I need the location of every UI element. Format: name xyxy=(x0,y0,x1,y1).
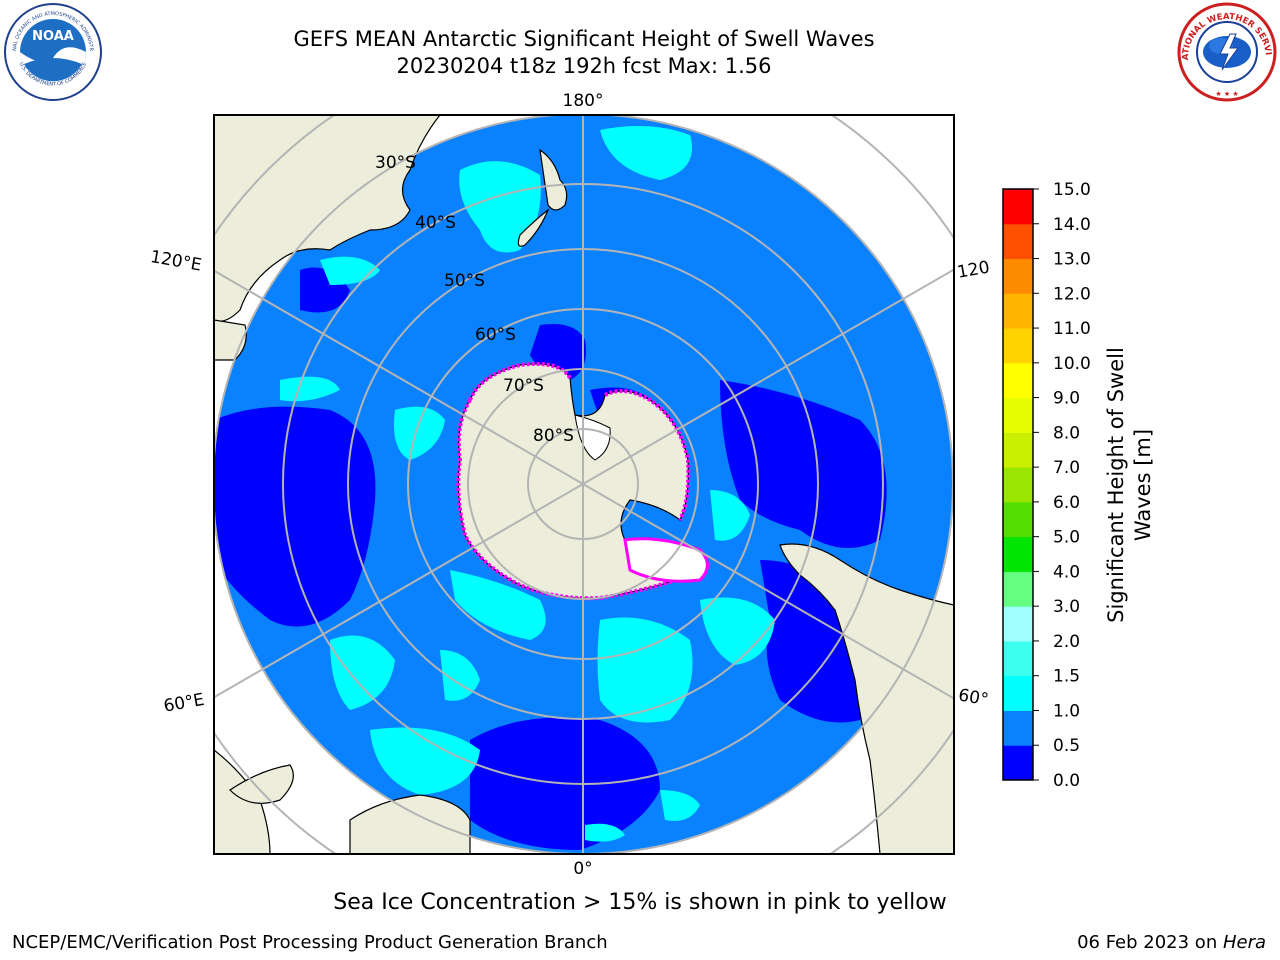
colorbar-cell xyxy=(1003,501,1033,538)
colorbar-tick-label: 15.0 xyxy=(1053,180,1091,200)
nws-logo-icon: NATIONAL WEATHER SERVICE ★ ★ ★ xyxy=(1176,2,1277,102)
low-swell-region-indian xyxy=(214,406,376,627)
map-frame xyxy=(213,114,955,855)
svg-text:★ ★ ★: ★ ★ ★ xyxy=(1215,90,1238,98)
madagascar-land xyxy=(229,764,294,804)
credit-text: NCEP/EMC/Verification Post Processing Pr… xyxy=(12,932,608,953)
colorbar-cell xyxy=(1003,293,1033,329)
colorbar-label-line1: Significant Height of Swell xyxy=(1104,347,1128,623)
cyan-patch-8 xyxy=(370,727,480,795)
date-text: 06 Feb 2023 on xyxy=(1077,932,1223,953)
lat-label-80s: 80°S xyxy=(533,426,574,446)
lon-label-120w: 120°W xyxy=(956,253,990,283)
chart-subtitle: 20230204 t18z 192h fcst Max: 1.56 xyxy=(396,54,772,78)
colorbar-tick-label: 0.0 xyxy=(1053,771,1080,791)
colorbar: 0.0 0.5 1.0 1.5 2.0 3.0 4.0 5.0 6.0 7.0 8.0 9.0 10.0… xyxy=(1002,180,1155,791)
new-zealand-land xyxy=(539,148,568,211)
colorbar-cell xyxy=(1003,432,1033,468)
cyan-patch-5 xyxy=(597,617,693,723)
cyan-patch-3 xyxy=(394,406,445,460)
lat-label-30s: 30°S xyxy=(375,153,416,173)
colorbar-tick-label: 11.0 xyxy=(1053,319,1091,339)
colorbar-cell xyxy=(1003,362,1033,399)
colorbar-cell xyxy=(1003,258,1033,294)
colorbar-tick-label: 12.0 xyxy=(1053,284,1091,304)
lon-label-0: 0° xyxy=(573,859,592,879)
colorbar-tick-label: 4.0 xyxy=(1053,562,1080,582)
polar-map: 30°S 40°S 50°S 60°S 70°S 80°S 180° 0° 12… xyxy=(150,91,990,879)
colorbar-cell xyxy=(1003,223,1033,260)
colorbar-tick-label: 14.0 xyxy=(1053,215,1091,235)
colorbar-cell xyxy=(1003,536,1033,572)
cyan-patch-10 xyxy=(600,126,692,180)
lat-label-60s: 60°S xyxy=(475,325,516,345)
cyan-patch-11 xyxy=(710,490,750,541)
colorbar-cell xyxy=(1003,397,1033,433)
date-stamp: 06 Feb 2023 on Hera xyxy=(1077,932,1266,953)
colorbar-cell xyxy=(1003,606,1033,642)
sea-ice-edge xyxy=(456,361,691,601)
sea-ice-note: Sea Ice Concentration > 15% is shown in … xyxy=(333,890,947,915)
colorbar-tick-label: 1.5 xyxy=(1053,667,1080,687)
lon-label-60e: 60°E xyxy=(162,690,206,717)
svg-text:NOAA: NOAA xyxy=(32,29,74,44)
colorbar-tick-label: 13.0 xyxy=(1053,250,1091,270)
cyan-patch-4 xyxy=(450,570,546,640)
colorbar-tick-label: 6.0 xyxy=(1053,493,1080,513)
colorbar-cell xyxy=(1003,571,1033,607)
cyan-patch-7 xyxy=(330,635,395,710)
cyan-patch-6 xyxy=(700,597,775,665)
cyan-patch-9 xyxy=(440,650,480,701)
colorbar-tick-label: 10.0 xyxy=(1053,354,1091,374)
south-america-land xyxy=(779,543,954,854)
machine-name: Hera xyxy=(1222,932,1266,953)
longitude-gridlines xyxy=(214,115,954,854)
colorbar-tick-label: 7.0 xyxy=(1053,458,1080,478)
low-swell-region-pacific xyxy=(720,380,887,548)
colorbar-cell xyxy=(1003,189,1033,225)
colorbar-cell xyxy=(1003,675,1033,711)
colorbar-cell xyxy=(1003,328,1033,364)
colorbar-cell xyxy=(1003,640,1033,677)
colorbar-tick-label: 9.0 xyxy=(1053,389,1080,409)
colorbar-cell xyxy=(1003,745,1033,781)
colorbar-tick-label: 8.0 xyxy=(1053,423,1080,443)
chart-title: GEFS MEAN Antarctic Significant Height o… xyxy=(293,27,875,51)
lon-label-60w: 60°W xyxy=(957,685,990,713)
colorbar-tick-label: 2.0 xyxy=(1053,632,1080,652)
colorbar-tick-label: 5.0 xyxy=(1053,528,1080,548)
colorbar-tick-label: 3.0 xyxy=(1053,597,1080,617)
colorbar-cell xyxy=(1003,710,1033,746)
colorbar-tick-label: 0.5 xyxy=(1053,736,1080,756)
lon-label-120e: 120°E xyxy=(150,247,203,276)
lat-label-70s: 70°S xyxy=(503,376,544,396)
cyan-patch-1 xyxy=(459,161,541,253)
colorbar-cell xyxy=(1003,467,1033,503)
lat-label-50s: 50°S xyxy=(444,271,485,291)
colorbar-tick-label: 1.0 xyxy=(1053,701,1080,721)
lon-label-180: 180° xyxy=(563,91,604,111)
noaa-logo-icon: NOAA NATIONAL OCEANIC AND ATMOSPHERIC AD… xyxy=(2,2,102,101)
colorbar-label-line2: Waves [m] xyxy=(1131,429,1155,541)
lat-label-40s: 40°S xyxy=(415,213,456,233)
